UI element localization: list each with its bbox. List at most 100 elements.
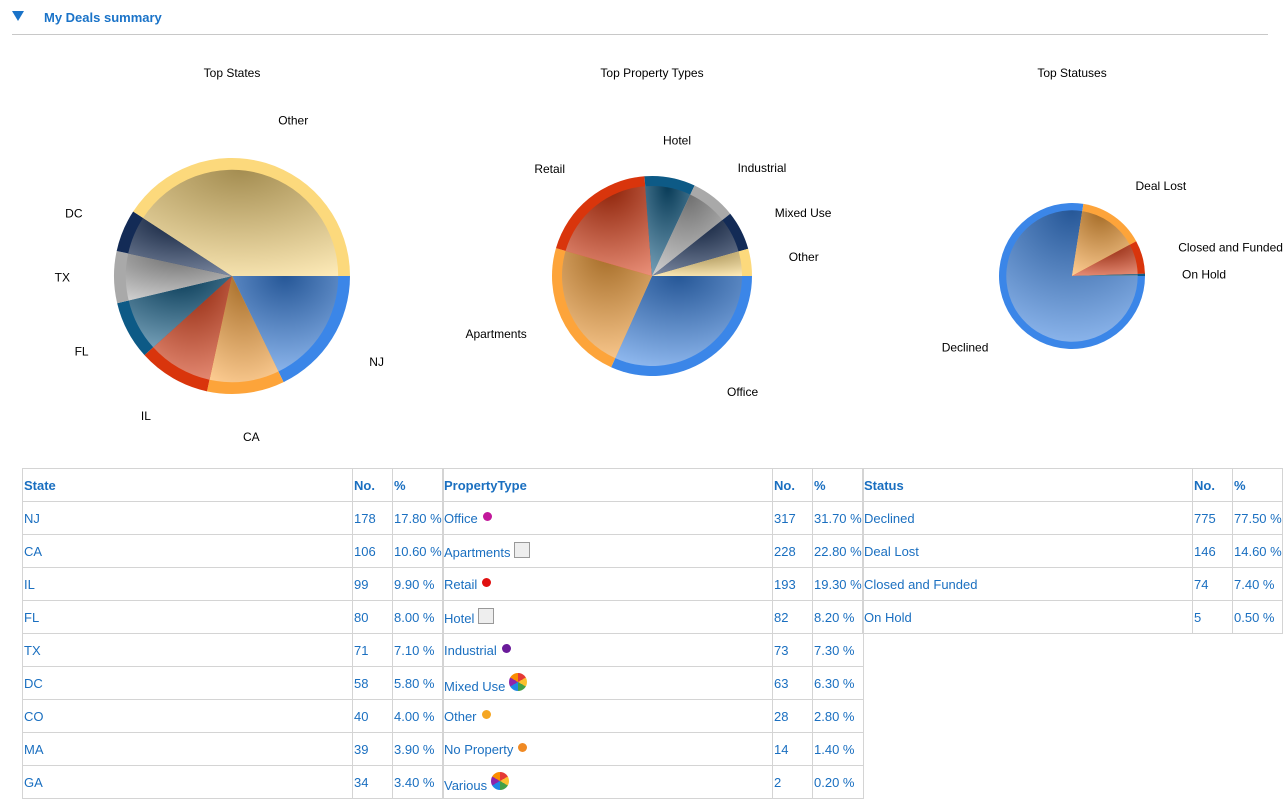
property-type-label[interactable]: Hotel (444, 611, 475, 626)
property-type-label[interactable]: Other (444, 708, 477, 724)
table-row[interactable]: FL 80 8.00 % (22, 600, 444, 634)
slice-label: Hotel (663, 133, 691, 147)
name-cell[interactable]: CO (22, 699, 353, 733)
table-row[interactable]: On Hold 5 0.50 % (862, 600, 1283, 634)
property-type-label[interactable]: Apartments (444, 545, 511, 560)
name-cell[interactable]: TX (22, 633, 353, 667)
magenta-dot-icon (482, 511, 492, 521)
slice-label: DC (65, 207, 83, 221)
name-cell[interactable]: Retail (442, 567, 773, 601)
property-type-label[interactable]: Retail (444, 576, 478, 592)
table-row[interactable]: Mixed Use 63 6.30 % (442, 666, 864, 700)
name-cell[interactable]: Mixed Use (442, 666, 773, 700)
name-cell[interactable]: IL (22, 567, 353, 601)
count-cell: 28 (772, 699, 813, 733)
col-header-pct[interactable]: % (812, 468, 864, 502)
color-wheel-icon (509, 672, 528, 691)
name-cell[interactable]: FL (22, 600, 353, 634)
pie-slice-shading (128, 276, 232, 348)
table-row[interactable]: Office 317 31.70 % (442, 501, 864, 535)
name-cell[interactable]: Declined (862, 501, 1193, 535)
table-row[interactable]: CO 40 4.00 % (22, 699, 444, 733)
table-row[interactable]: CA 106 10.60 % (22, 534, 444, 568)
pie-chart-svg: Top Statuses Declined Deal Lost Closed and … (942, 66, 1283, 354)
percent-cell: 0.50 % (1232, 600, 1283, 634)
name-cell[interactable]: GA (22, 765, 353, 799)
count-cell: 5 (1192, 600, 1233, 634)
percent-cell: 10.60 % (392, 534, 444, 568)
count-cell: 193 (772, 567, 813, 601)
pie-slice-shading (125, 253, 232, 301)
property-type-label[interactable]: Industrial (444, 642, 497, 658)
table-row[interactable]: Various 2 0.20 % (442, 765, 864, 799)
table-row[interactable]: Industrial 73 7.30 % (442, 633, 864, 667)
col-header-status[interactable]: Status (862, 468, 1193, 502)
count-cell: 146 (1192, 534, 1233, 568)
table-row[interactable]: Closed and Funded 74 7.40 % (862, 567, 1283, 601)
table-row[interactable]: Other 28 2.80 % (442, 699, 864, 733)
col-header-state[interactable]: State (22, 468, 353, 502)
broken-image-icon (514, 542, 531, 558)
name-cell[interactable]: Office (442, 501, 773, 535)
count-cell: 2 (772, 765, 813, 799)
table-row[interactable]: GA 34 3.40 % (22, 765, 444, 799)
col-header-pct[interactable]: % (1232, 468, 1283, 502)
percent-cell: 1.40 % (812, 732, 864, 766)
broken-image-icon (478, 608, 495, 624)
col-header-no[interactable]: No. (1192, 468, 1233, 502)
pie-slice-shading (1006, 210, 1138, 342)
name-cell[interactable]: Hotel (442, 600, 773, 634)
property-type-label[interactable]: Mixed Use (444, 678, 506, 694)
table-row[interactable]: TX 71 7.10 % (22, 633, 444, 667)
purple-dot-icon (501, 643, 511, 653)
percent-cell: 22.80 % (812, 534, 864, 568)
name-cell[interactable]: MA (22, 732, 353, 766)
slice-label: Other (789, 250, 819, 264)
table-row[interactable]: Retail 193 19.30 % (442, 567, 864, 601)
name-cell[interactable]: Closed and Funded (862, 567, 1193, 601)
table-row[interactable]: MA 39 3.90 % (22, 732, 444, 766)
table-row[interactable]: Declined 775 77.50 % (862, 501, 1283, 535)
pie-slice-shading (1072, 273, 1138, 276)
collapse-triangle-icon[interactable] (12, 11, 24, 21)
slice-label: Deal Lost (1136, 179, 1187, 193)
name-cell[interactable]: DC (22, 666, 353, 700)
table-row[interactable]: NJ 178 17.80 % (22, 501, 444, 535)
property-type-label[interactable]: Various (444, 777, 488, 793)
name-cell[interactable]: Apartments (442, 534, 773, 568)
count-cell: 317 (772, 501, 813, 535)
count-cell: 99 (352, 567, 393, 601)
table-row[interactable]: DC 58 5.80 % (22, 666, 444, 700)
name-cell[interactable]: NJ (22, 501, 353, 535)
slice-label: Declined (942, 340, 989, 354)
name-cell[interactable]: Other (442, 699, 773, 733)
table-row[interactable]: Hotel 82 8.20 % (442, 600, 864, 634)
name-cell[interactable]: Deal Lost (862, 534, 1193, 568)
pie-slice-shading (128, 217, 232, 276)
property-type-label[interactable]: Office (444, 510, 478, 526)
section-title[interactable]: My Deals summary (44, 10, 162, 25)
name-cell[interactable]: CA (22, 534, 353, 568)
table-row[interactable]: Deal Lost 146 14.60 % (862, 534, 1283, 568)
pie-slice-shading (561, 250, 652, 359)
col-header-pct[interactable]: % (392, 468, 444, 502)
name-cell[interactable]: On Hold (862, 600, 1193, 634)
table-row[interactable]: No Property 14 1.40 % (442, 732, 864, 766)
table-row[interactable]: IL 99 9.90 % (22, 567, 444, 601)
table-row[interactable]: Apartments 228 22.80 % (442, 534, 864, 568)
name-cell[interactable]: No Property (442, 732, 773, 766)
percent-cell: 6.30 % (812, 666, 864, 700)
percent-cell: 3.40 % (392, 765, 444, 799)
col-header-no[interactable]: No. (352, 468, 393, 502)
property-type-label[interactable]: No Property (444, 741, 514, 757)
chart-title: Top Statuses (1037, 66, 1106, 80)
section-header: My Deals summary (12, 0, 1268, 35)
col-header-no[interactable]: No. (772, 468, 813, 502)
orange-dot-icon (518, 742, 528, 752)
count-cell: 63 (772, 666, 813, 700)
count-cell: 74 (1192, 567, 1233, 601)
name-cell[interactable]: Various (442, 765, 773, 799)
count-cell: 178 (352, 501, 393, 535)
col-header-property-type[interactable]: PropertyType (442, 468, 773, 502)
name-cell[interactable]: Industrial (442, 633, 773, 667)
